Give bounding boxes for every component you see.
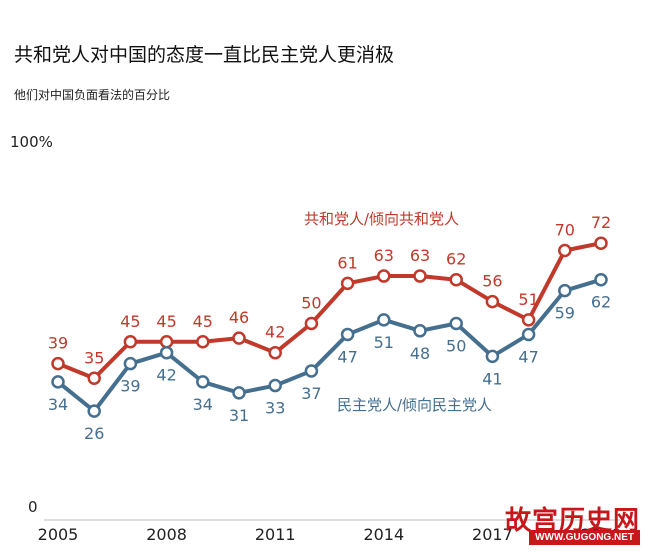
series-line-0 — [57, 241, 602, 381]
data-label: 41 — [482, 369, 502, 388]
data-label: 50 — [301, 294, 321, 313]
data-point — [268, 378, 282, 393]
data-label: 39 — [120, 377, 140, 396]
x-tick-label: 2017 — [472, 525, 513, 544]
data-label: 63 — [410, 246, 430, 265]
data-point — [449, 272, 463, 287]
data-point — [51, 375, 65, 389]
data-label: 45 — [156, 312, 176, 331]
data-label: 33 — [265, 399, 285, 418]
data-point — [232, 331, 246, 345]
data-point — [304, 316, 319, 331]
data-label: 45 — [120, 312, 140, 331]
data-point — [87, 371, 101, 385]
data-point — [232, 386, 246, 400]
data-point — [558, 283, 572, 298]
watermark-url: WWW.GUGONG.NET — [529, 530, 640, 545]
data-point — [377, 269, 391, 283]
data-point — [449, 316, 463, 331]
y-tick-label: 100% — [10, 133, 53, 151]
data-point — [159, 345, 174, 360]
data-label: 39 — [48, 334, 68, 353]
data-point — [159, 335, 174, 349]
data-label: 51 — [518, 290, 538, 309]
data-point — [594, 272, 608, 287]
data-label: 34 — [48, 395, 68, 414]
series-label-republican: 共和党人/倾向共和党人 — [304, 210, 459, 228]
data-point — [196, 335, 210, 349]
data-point — [594, 236, 608, 250]
data-point — [413, 269, 427, 283]
data-label: 61 — [337, 253, 357, 272]
data-point — [521, 327, 536, 342]
chart-title: 共和党人对中国的态度一直比民主党人更消极 — [14, 44, 395, 66]
data-label: 48 — [410, 344, 430, 363]
data-point — [558, 243, 572, 258]
series-label-democrat: 民主党人/倾向民主党人 — [337, 396, 492, 414]
data-point — [377, 313, 391, 327]
data-point — [521, 313, 536, 327]
data-label: 47 — [518, 347, 538, 366]
data-label: 37 — [301, 384, 321, 403]
data-label: 56 — [482, 272, 502, 291]
data-label: 34 — [193, 395, 213, 414]
data-point — [485, 294, 500, 309]
data-point — [87, 404, 101, 418]
data-point — [268, 345, 282, 360]
data-label: 45 — [193, 312, 213, 331]
chart-subtitle: 他们对中国负面看法的百分比 — [14, 88, 171, 102]
data-label: 59 — [555, 304, 575, 323]
series-line-1 — [56, 277, 602, 414]
data-label: 42 — [265, 323, 285, 342]
data-label: 51 — [374, 333, 394, 352]
x-tick-label: 2005 — [38, 525, 79, 544]
data-point — [123, 335, 138, 349]
data-label: 47 — [337, 347, 357, 366]
data-point — [413, 324, 427, 338]
data-point — [304, 364, 319, 378]
data-label: 35 — [84, 348, 104, 367]
data-label: 63 — [374, 246, 394, 265]
y-tick-label: 0 — [28, 498, 38, 516]
data-label: 62 — [446, 250, 466, 269]
data-point — [196, 375, 210, 389]
watermark-logo: 故宫历史网 WWW.GUGONG.NET — [478, 500, 640, 548]
data-label: 26 — [84, 424, 104, 443]
data-point — [51, 356, 65, 371]
data-point — [123, 356, 138, 371]
data-label: 50 — [446, 337, 466, 356]
data-label: 70 — [555, 221, 575, 240]
data-point — [340, 276, 355, 291]
data-label: 46 — [229, 308, 249, 327]
data-label: 72 — [591, 213, 611, 232]
x-tick-label: 2011 — [255, 525, 296, 544]
data-label: 42 — [156, 366, 176, 385]
x-tick-label: 2008 — [146, 525, 187, 544]
data-point — [340, 327, 355, 342]
data-point — [485, 349, 500, 364]
data-label: 31 — [229, 406, 249, 425]
data-label: 62 — [591, 293, 611, 312]
x-tick-label: 2014 — [363, 525, 404, 544]
